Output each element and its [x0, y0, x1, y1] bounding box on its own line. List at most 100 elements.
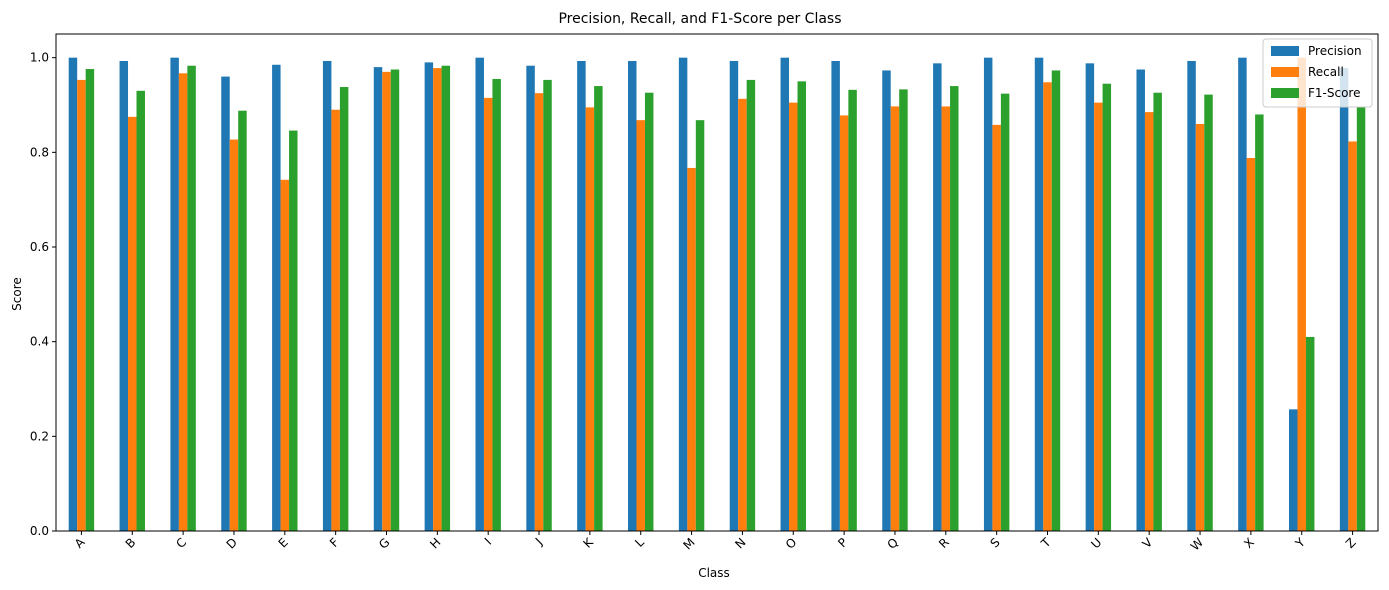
bar-recall-u — [1094, 102, 1103, 531]
x-tick-label-n: N — [732, 535, 748, 551]
bar-precision-h — [424, 62, 434, 532]
bar-f1-score-a — [85, 69, 95, 531]
bar-recall-x — [1246, 158, 1256, 531]
x-tick-label-t: T — [1038, 535, 1054, 551]
bar-precision-q — [882, 70, 891, 532]
bar-precision-t — [1034, 57, 1044, 532]
bar-precision-r — [933, 63, 942, 531]
legend-swatch — [1271, 67, 1299, 77]
y-tick-label: 0.4 — [30, 335, 49, 349]
bar-f1-score-l — [644, 92, 654, 532]
bar-f1-score-p — [848, 89, 857, 531]
bar-recall-c — [178, 73, 188, 531]
bar-f1-score-y — [1305, 336, 1315, 531]
x-tick-label-p: P — [835, 535, 850, 550]
bar-recall-w — [1195, 123, 1205, 531]
bar-precision-u — [1085, 63, 1095, 531]
bar-f1-score-b — [136, 90, 145, 532]
bar-f1-score-g — [390, 69, 400, 531]
x-tick-label-h: H — [427, 535, 443, 551]
x-tick-label-w: W — [1188, 535, 1206, 553]
x-tick-label-q: Q — [884, 535, 901, 552]
bar-precision-e — [272, 64, 281, 532]
plot-frame — [55, 33, 1379, 532]
bar-f1-score-d — [238, 110, 247, 532]
bar-recall-h — [433, 68, 442, 531]
bar-f1-score-j — [543, 79, 552, 531]
bar-f1-score-x — [1255, 114, 1264, 531]
bar-recall-l — [636, 120, 645, 531]
bar-f1-score-o — [797, 81, 806, 531]
legend-swatch — [1271, 88, 1299, 98]
x-tick-label-i: I — [482, 535, 494, 547]
x-tick-label-g: G — [376, 535, 392, 551]
bar-recall-z — [1348, 141, 1357, 532]
bar-precision-f — [322, 60, 332, 531]
x-axis-ticks: A B C D E F G H I J K L M N O P Q R S T U V W X Y Z — [72, 531, 1359, 554]
bar-recall-q — [890, 106, 900, 532]
bar-precision-n — [729, 60, 739, 531]
bar-precision-v — [1136, 69, 1145, 531]
x-tick-label-f: F — [327, 535, 342, 550]
bar-f1-score-k — [594, 86, 603, 532]
y-tick-label: 0.2 — [30, 429, 49, 443]
bar-f1-score-u — [1102, 83, 1112, 531]
x-tick-label-z: Z — [1343, 535, 1359, 551]
bar-precision-j — [526, 65, 535, 532]
x-tick-label-b: B — [123, 535, 139, 551]
bar-precision-l — [628, 60, 637, 531]
bar-recall-f — [331, 109, 340, 531]
x-tick-label-v: V — [1140, 535, 1156, 551]
bar-recall-v — [1144, 112, 1154, 531]
x-tick-label-x: X — [1241, 535, 1257, 551]
x-tick-label-m: M — [680, 535, 697, 552]
legend-swatch — [1271, 46, 1299, 56]
x-tick-label-d: D — [224, 535, 240, 551]
bar-recall-g — [382, 71, 391, 531]
bar-precision-k — [577, 60, 586, 531]
bar-recall-j — [534, 93, 544, 532]
bar-recall-n — [738, 98, 747, 531]
bar-precision-b — [119, 60, 129, 531]
bar-recall-k — [585, 107, 595, 531]
bar-recall-m — [687, 167, 696, 531]
bar-recall-a — [77, 79, 86, 531]
bar-recall-r — [941, 106, 951, 532]
bar-precision-x — [1238, 57, 1247, 532]
bar-recall-t — [1043, 82, 1052, 531]
bar-recall-i — [483, 97, 493, 532]
bars-group — [68, 57, 1366, 532]
bar-precision-y — [1289, 409, 1298, 531]
bar-f1-score-h — [441, 65, 451, 532]
bar-precision-g — [373, 67, 383, 531]
bar-f1-score-v — [1153, 92, 1162, 532]
y-tick-label: 0.8 — [30, 145, 49, 159]
x-tick-label-a: A — [72, 535, 88, 551]
x-axis-label: Class — [698, 566, 730, 580]
bar-recall-s — [992, 124, 1001, 531]
y-tick-label: 0.6 — [30, 240, 49, 254]
bar-recall-o — [789, 102, 798, 531]
y-axis-ticks: 0.0 0.2 0.4 0.6 0.8 1.0 — [30, 51, 56, 538]
bar-precision-w — [1187, 60, 1196, 531]
bar-f1-score-s — [1000, 93, 1010, 531]
bar-precision-d — [221, 76, 230, 531]
bar-precision-i — [475, 57, 484, 532]
x-tick-label-e: E — [276, 535, 291, 550]
bar-f1-score-w — [1204, 94, 1213, 531]
y-tick-label: 1.0 — [30, 51, 49, 65]
bar-f1-score-f — [339, 87, 349, 531]
bar-precision-m — [678, 57, 688, 532]
legend-label: Recall — [1308, 65, 1344, 79]
bar-recall-y — [1297, 57, 1306, 532]
bar-f1-score-m — [695, 120, 705, 531]
x-tick-label-l: L — [632, 535, 647, 550]
bar-precision-c — [170, 57, 179, 532]
x-tick-label-r: R — [936, 535, 952, 551]
x-tick-label-j: J — [532, 535, 545, 548]
bar-precision-o — [780, 57, 790, 532]
bar-recall-d — [229, 139, 239, 531]
x-tick-label-y: Y — [1292, 535, 1308, 551]
x-tick-label-o: O — [783, 535, 800, 552]
